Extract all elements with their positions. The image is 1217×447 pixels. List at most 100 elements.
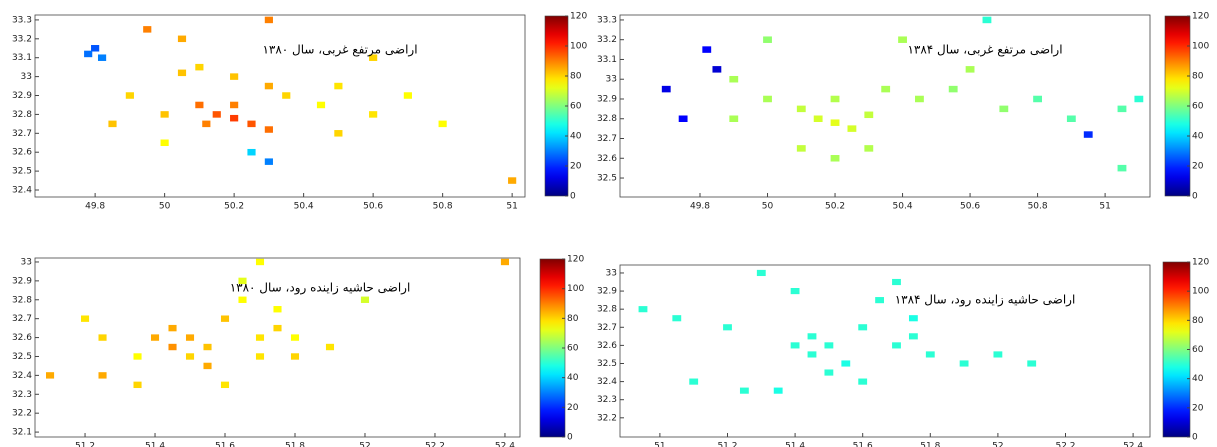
y-tick-label: 32.3 <box>597 395 617 405</box>
y-tick-label: 32.1 <box>12 428 32 438</box>
raster-cell <box>723 324 732 331</box>
y-tick-label: 32.3 <box>12 390 32 400</box>
annotation: اراضی حاشیه زاینده رود، سال ۱۳۸۰ <box>230 281 411 296</box>
colorbar-tick-label: 80 <box>1192 316 1204 326</box>
colorbar-tick-label: 0 <box>1192 433 1198 443</box>
x-tick-label: 50.4 <box>294 202 314 212</box>
colorbar-tick-label: 40 <box>570 132 582 142</box>
y-tick-label: 32.7 <box>12 129 32 139</box>
raster-cell <box>143 26 152 33</box>
raster-cell <box>325 343 335 351</box>
raster-cell <box>999 105 1009 113</box>
colorbar <box>1162 261 1191 438</box>
x-tick-label: 50.8 <box>1028 202 1048 212</box>
y-tick-label: 33.1 <box>597 55 617 65</box>
raster-cell <box>369 54 378 61</box>
y-tick-label: 33.2 <box>597 35 617 45</box>
y-tick-label: 32.4 <box>12 186 32 196</box>
raster-cell <box>689 378 699 385</box>
raster-cell <box>97 54 107 61</box>
y-tick-label: 33.3 <box>597 15 617 25</box>
raster-cell <box>672 315 682 322</box>
raster-cell <box>438 120 447 128</box>
raster-cell <box>133 381 142 389</box>
x-tick-label: 51.2 <box>717 442 737 447</box>
raster-cell <box>993 351 1003 358</box>
y-tick-label: 32.4 <box>12 371 32 381</box>
y-tick-label: 33.3 <box>12 15 32 25</box>
colorbar <box>539 258 566 438</box>
raster-cell <box>1083 131 1093 138</box>
y-tick-label: 33.2 <box>12 34 32 44</box>
y-tick-label: 32.8 <box>12 110 32 120</box>
raster-cell <box>238 296 247 303</box>
x-tick-label: 51.6 <box>853 442 873 447</box>
raster-cell <box>80 315 90 322</box>
raster-cell <box>1134 95 1144 103</box>
raster-cell <box>264 126 273 133</box>
y-tick-label: 32.5 <box>597 359 617 369</box>
colorbar-tick-label: 0 <box>1192 192 1198 202</box>
raster-cell <box>98 334 107 341</box>
raster-cell <box>729 75 739 83</box>
raster-cell <box>290 334 300 341</box>
raster-cell <box>403 92 412 99</box>
colorbar-tick-label: 120 <box>1192 258 1209 268</box>
colorbar-tick-label: 80 <box>570 72 582 82</box>
x-tick-label: 52.2 <box>1055 442 1075 447</box>
colorbar-tick-label: 60 <box>1192 102 1204 112</box>
raster-cell <box>212 111 221 118</box>
colorbar-tick-label: 60 <box>1192 345 1204 355</box>
x-tick-label: 49.8 <box>85 202 105 212</box>
raster-cell <box>864 145 874 152</box>
raster-cell <box>908 333 918 340</box>
annotation: اراضی مرتفع غربی، سال ۱۳۸۰ <box>262 43 417 58</box>
raster-cell <box>756 269 766 277</box>
colorbar-tick-label: 100 <box>570 42 587 52</box>
raster-cell <box>160 139 169 147</box>
raster-cell <box>881 85 891 93</box>
raster-cell <box>824 369 834 376</box>
raster-cell <box>195 63 204 71</box>
raster-cell <box>91 45 100 52</box>
y-tick-label: 32.8 <box>12 295 32 305</box>
colorbar-tick-label: 60 <box>567 344 579 354</box>
raster-cell <box>202 120 211 128</box>
y-tick-label: 33 <box>21 257 32 267</box>
x-tick-label: 51 <box>1099 202 1110 212</box>
x-tick-label: 51.4 <box>145 442 165 447</box>
raster-cell <box>264 158 273 165</box>
x-tick-label: 51.8 <box>920 442 940 447</box>
raster-cell <box>661 85 671 93</box>
x-tick-label: 50 <box>762 202 774 212</box>
raster-cell <box>790 342 800 349</box>
y-tick-label: 33.1 <box>12 53 32 63</box>
raster-cell <box>334 130 343 137</box>
raster-cell <box>98 372 107 379</box>
raster-cell <box>282 92 291 99</box>
raster-cell <box>892 278 901 286</box>
y-tick-label: 32.5 <box>12 352 32 362</box>
colorbar-tick-label: 20 <box>570 162 582 172</box>
raster-cell <box>813 115 823 122</box>
raster-cell <box>168 324 177 332</box>
y-tick-label: 32.9 <box>597 287 617 297</box>
raster-cell <box>203 343 212 351</box>
raster-cell <box>255 258 265 266</box>
raster-cell <box>369 111 378 118</box>
plot-frame <box>619 264 1151 438</box>
y-tick-label: 32.9 <box>12 276 32 286</box>
raster-cell <box>133 353 142 360</box>
x-tick-label: 52.4 <box>1123 442 1143 447</box>
raster-cell <box>185 334 195 341</box>
x-tick-label: 51.6 <box>215 442 235 447</box>
colorbar-tick-label: 20 <box>567 403 579 413</box>
x-tick-label: 52.2 <box>425 442 445 447</box>
colorbar-tick-label: 80 <box>567 314 579 324</box>
colorbar-tick-label: 0 <box>570 192 576 202</box>
raster-cell <box>508 177 517 184</box>
y-tick-label: 32.5 <box>12 167 32 177</box>
colorbar-tick-label: 120 <box>1192 12 1209 22</box>
raster-cell <box>807 351 817 358</box>
raster-cell <box>965 66 975 73</box>
